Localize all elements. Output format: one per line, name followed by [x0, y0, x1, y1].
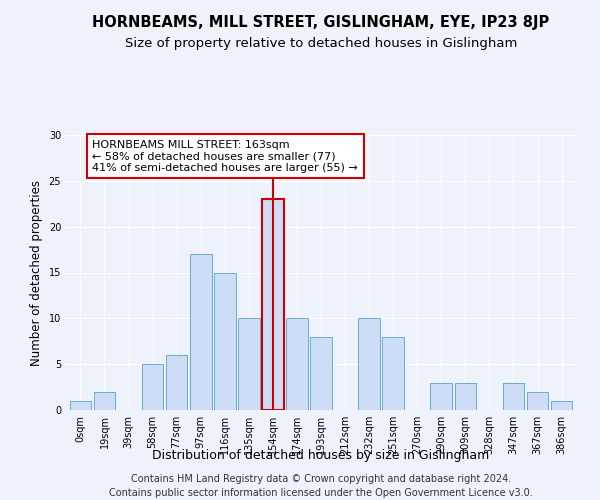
- Bar: [430, 382, 452, 410]
- Bar: [166, 355, 187, 410]
- Bar: [503, 382, 524, 410]
- Bar: [358, 318, 380, 410]
- Bar: [286, 318, 308, 410]
- Bar: [238, 318, 260, 410]
- Bar: [310, 336, 332, 410]
- Bar: [382, 336, 404, 410]
- Text: HORNBEAMS MILL STREET: 163sqm
← 58% of detached houses are smaller (77)
41% of s: HORNBEAMS MILL STREET: 163sqm ← 58% of d…: [92, 140, 358, 173]
- Bar: [70, 401, 91, 410]
- Bar: [262, 199, 284, 410]
- Text: Contains HM Land Registry data © Crown copyright and database right 2024.
Contai: Contains HM Land Registry data © Crown c…: [109, 474, 533, 498]
- Text: Size of property relative to detached houses in Gislingham: Size of property relative to detached ho…: [125, 38, 517, 51]
- Bar: [190, 254, 212, 410]
- Bar: [551, 401, 572, 410]
- Bar: [455, 382, 476, 410]
- Text: Distribution of detached houses by size in Gislingham: Distribution of detached houses by size …: [152, 448, 490, 462]
- Bar: [527, 392, 548, 410]
- Y-axis label: Number of detached properties: Number of detached properties: [30, 180, 43, 366]
- Bar: [214, 272, 236, 410]
- Text: HORNBEAMS, MILL STREET, GISLINGHAM, EYE, IP23 8JP: HORNBEAMS, MILL STREET, GISLINGHAM, EYE,…: [92, 15, 550, 30]
- Bar: [94, 392, 115, 410]
- Bar: [142, 364, 163, 410]
